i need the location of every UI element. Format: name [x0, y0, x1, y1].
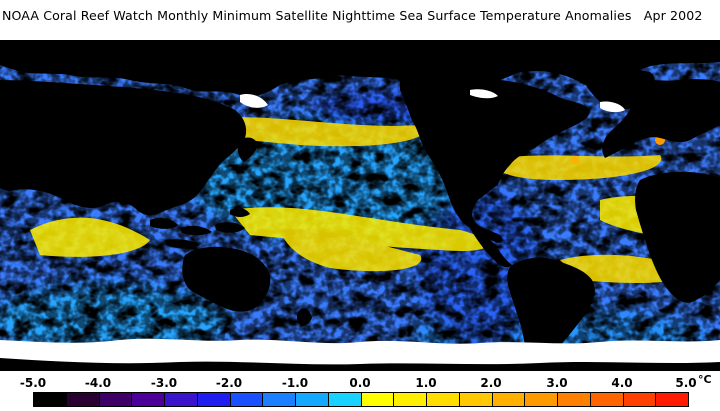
tick-label: 1.0	[415, 376, 437, 390]
tick-label: -2.0	[215, 376, 243, 390]
colorbar-swatch	[34, 393, 67, 406]
colorbar-swatch	[525, 393, 558, 406]
map-title: NOAA Coral Reef Watch Monthly Minimum Sa…	[2, 8, 703, 23]
colorbar-swatch	[459, 393, 493, 406]
colorbar-swatch	[66, 393, 100, 406]
arctic-land	[0, 40, 720, 97]
colorbar-swatch	[296, 393, 329, 406]
tick-label: 2.0	[480, 376, 502, 390]
tick-label: -3.0	[150, 376, 178, 390]
colorbar-swatch	[492, 393, 526, 406]
colorbar-swatch	[230, 393, 264, 406]
colorbar-swatch	[361, 393, 395, 406]
colorbar-swatch	[656, 393, 688, 406]
colorbar-swatch	[165, 393, 198, 406]
colorbar-swatch	[394, 393, 427, 406]
colorbar-swatch	[558, 393, 591, 406]
colorbar-swatch	[590, 393, 624, 406]
sst-anomaly-map	[0, 40, 720, 371]
tick-label: -4.0	[84, 376, 112, 390]
colorbar-swatch	[99, 393, 133, 406]
indonesia-islands	[150, 207, 250, 249]
colorbar-swatch	[132, 393, 165, 406]
japan	[237, 137, 258, 162]
africa	[635, 171, 720, 303]
antarctica	[0, 358, 720, 371]
asia-east	[0, 80, 247, 216]
tick-label: 0.0	[349, 376, 371, 390]
tick-label: -5.0	[19, 376, 47, 390]
tick-label: 3.0	[546, 376, 568, 390]
north-america	[400, 77, 590, 243]
arctic-ice	[240, 89, 625, 113]
eurasia	[602, 79, 720, 158]
colorbar-swatch	[427, 393, 460, 406]
central-america	[470, 228, 512, 268]
tick-label: -1.0	[281, 376, 309, 390]
colorbar-swatch	[623, 393, 657, 406]
tick-label: 5.0	[675, 376, 697, 390]
colorbar	[33, 392, 689, 407]
colorbar-swatch	[197, 393, 231, 406]
colorbar-swatch	[263, 393, 296, 406]
unit-label: °C	[698, 373, 712, 386]
colorbar-labels: -5.0 -4.0 -3.0 -2.0 -1.0 0.0 1.0 2.0 3.0…	[0, 373, 720, 392]
australia	[182, 246, 271, 312]
new-zealand	[296, 308, 312, 326]
colorbar-swatch	[328, 393, 362, 406]
tick-label: 4.0	[611, 376, 633, 390]
